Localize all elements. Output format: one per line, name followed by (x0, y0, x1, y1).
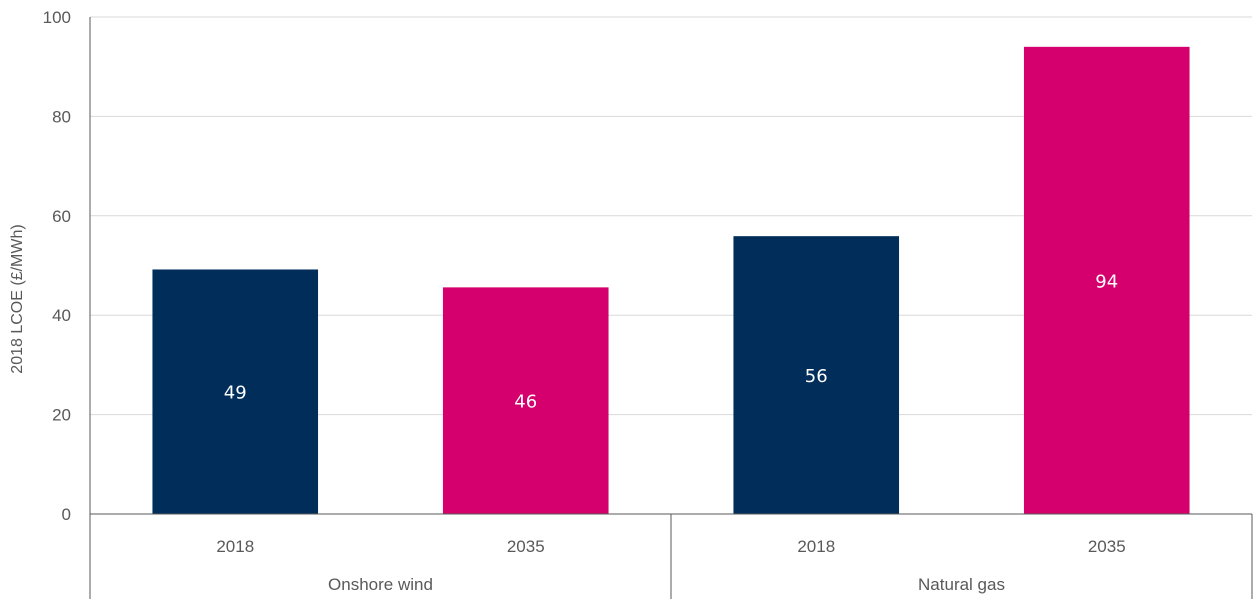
y-tick-label-20: 20 (52, 406, 71, 425)
axes (89, 17, 1253, 599)
y-tick-label-100: 100 (43, 8, 71, 27)
x-tick-label: 2035 (1088, 537, 1126, 556)
x-tick-label: 2035 (507, 537, 545, 556)
y-tick-label-80: 80 (52, 107, 71, 126)
bar-natural-gas-2018 (733, 236, 900, 514)
y-tick-label-0: 0 (62, 505, 71, 524)
y-axis-title: 2018 LCOE (£/MWh) (9, 224, 26, 373)
x-tick-label: 2018 (797, 537, 835, 556)
data-label: 49 (224, 383, 247, 404)
y-tick-label-60: 60 (52, 207, 71, 226)
group-label: Natural gas (918, 575, 1005, 594)
bar-onshore-wind-2035 (442, 287, 609, 514)
x-tick-label: 2018 (216, 537, 254, 556)
data-label: 46 (514, 392, 537, 413)
data-label: 56 (805, 366, 828, 387)
bar-onshore-wind-2018 (152, 269, 319, 514)
bars (152, 46, 1190, 514)
bar-natural-gas-2035 (1023, 46, 1190, 514)
labels: 0 20 40 60 80 100 49 2018 46 2035 Onshore wind 56 20… (43, 8, 1126, 594)
y-tick-label-40: 40 (52, 306, 71, 325)
data-label: 94 (1095, 271, 1118, 292)
group-label: Onshore wind (328, 575, 433, 594)
